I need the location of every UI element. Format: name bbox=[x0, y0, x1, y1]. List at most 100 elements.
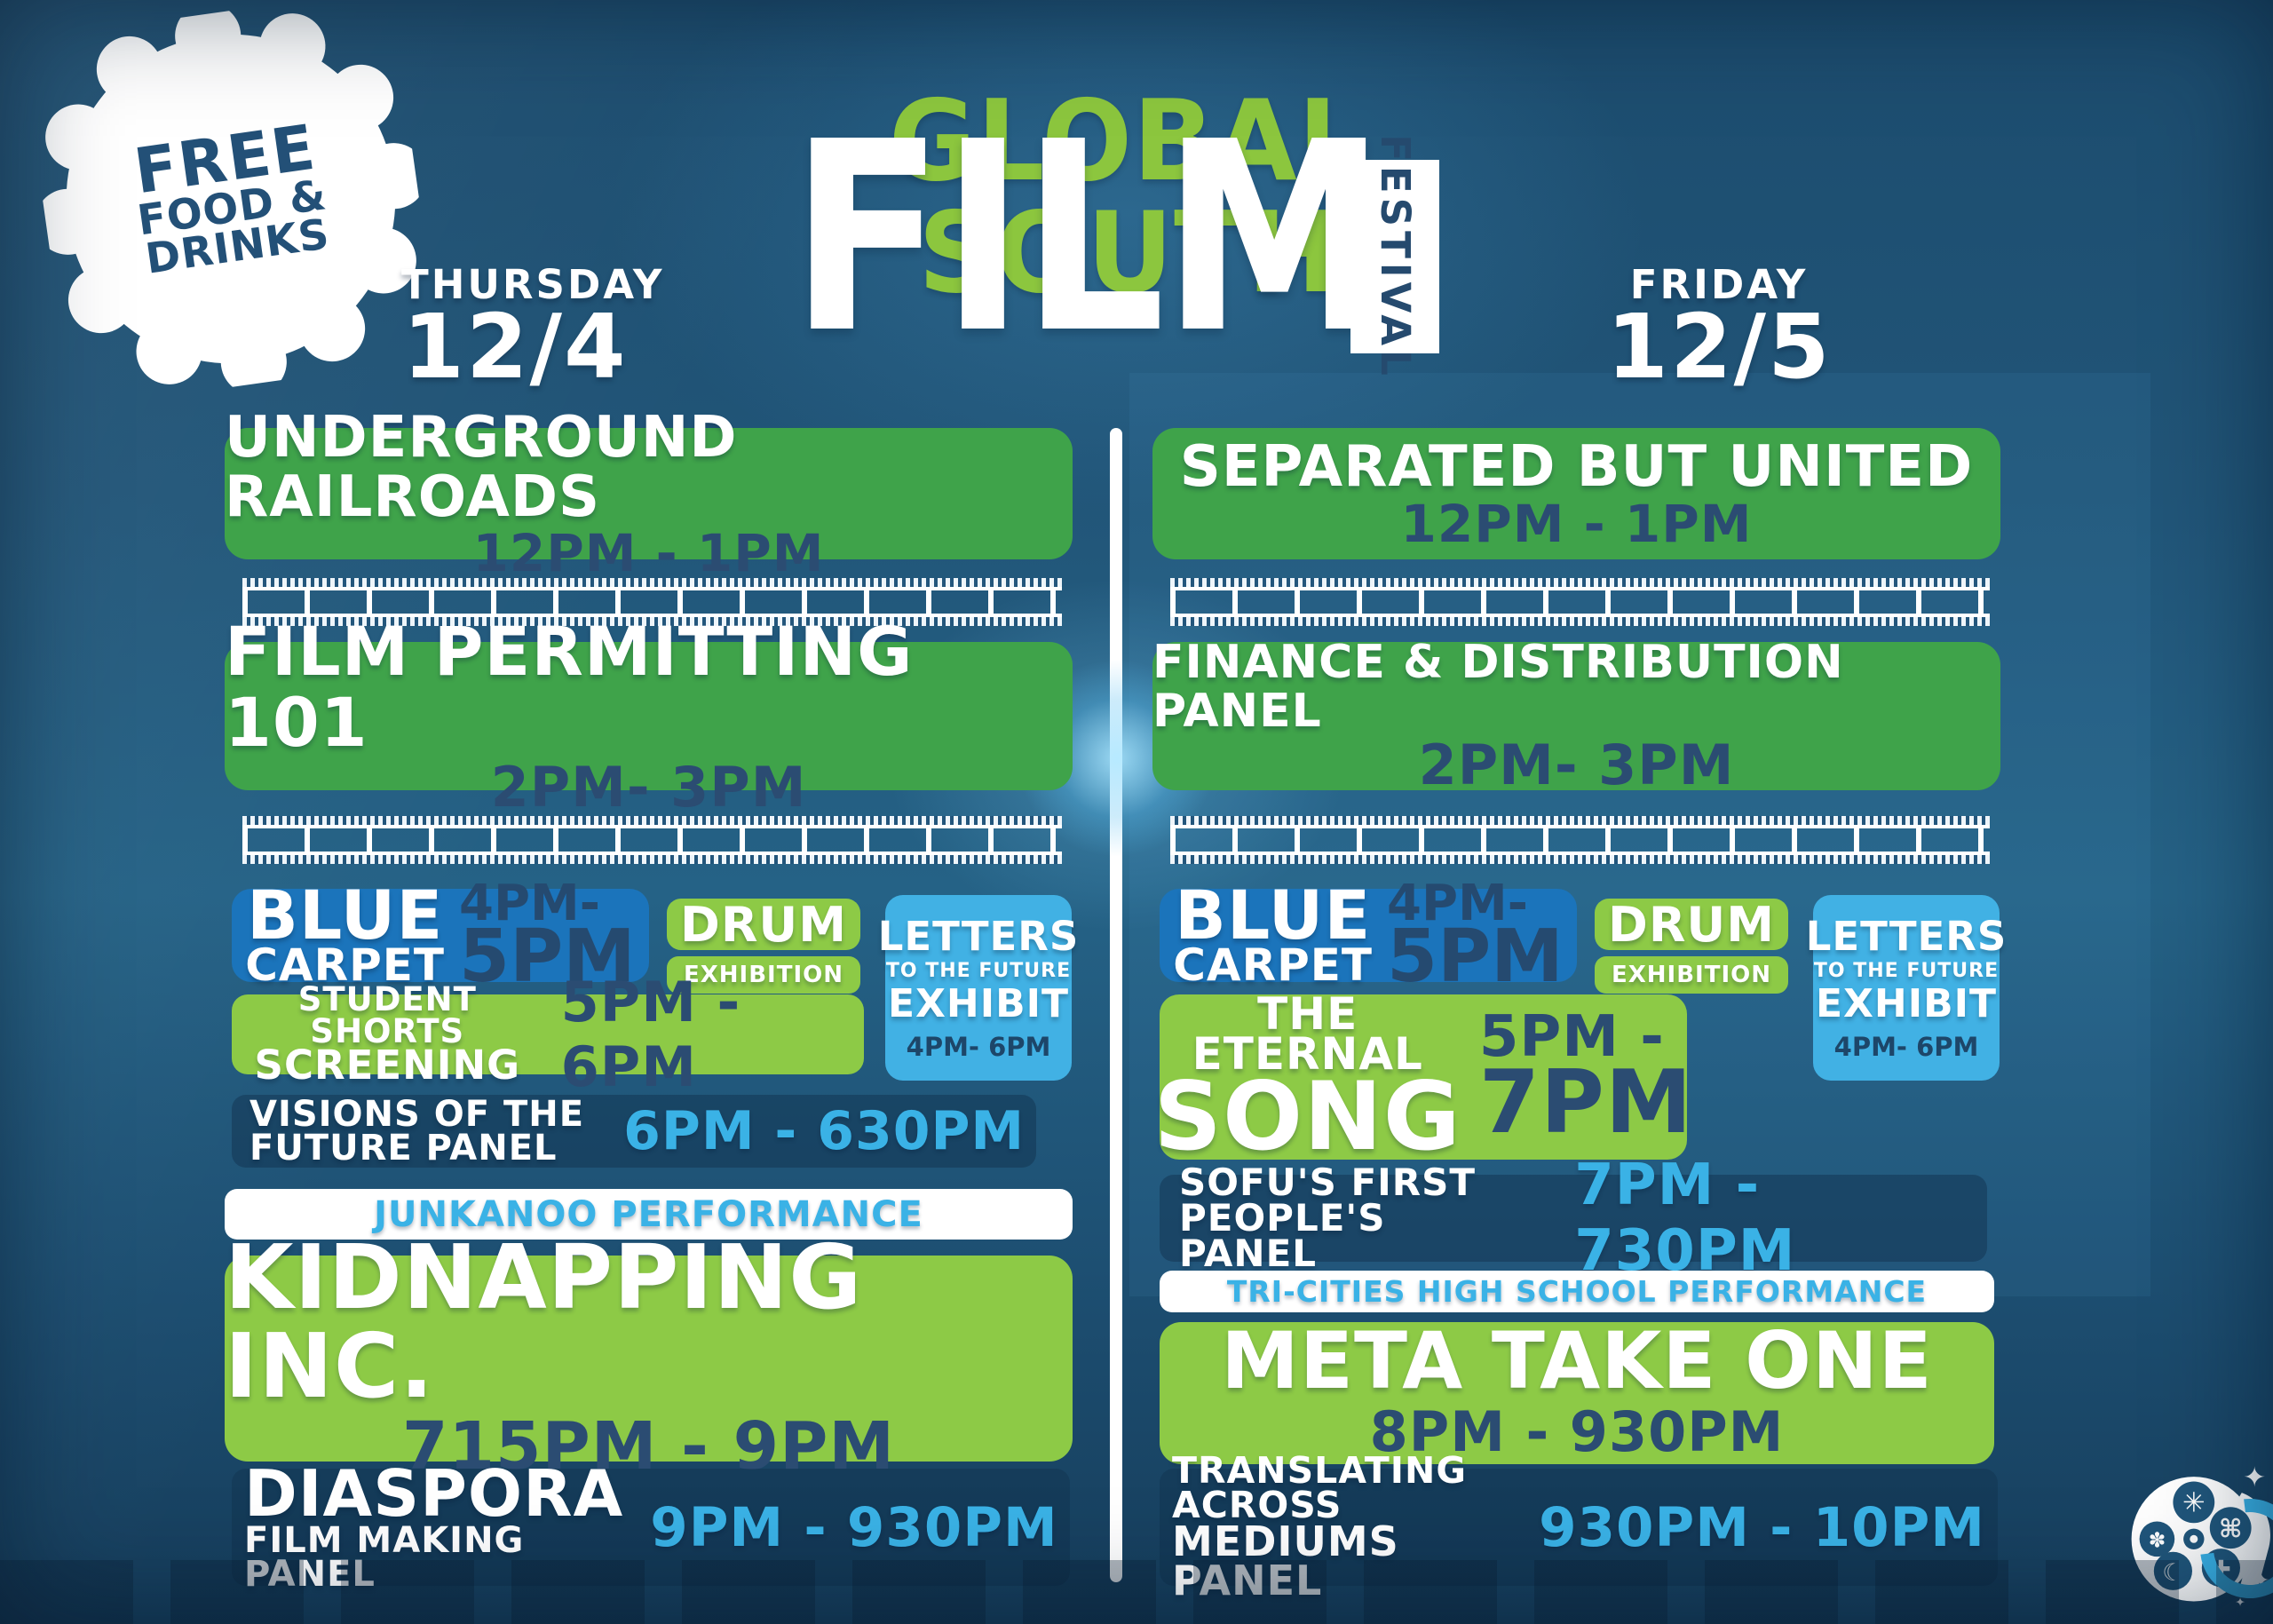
sparkle-icon: ✦ bbox=[2235, 1596, 2245, 1610]
adinkra-symbol-icon: ✽ bbox=[2149, 1527, 2166, 1552]
student-shorts-label: STUDENT SHORTS SCREENING bbox=[232, 983, 543, 1089]
blue-carpet-time2: 5PM bbox=[1387, 915, 1564, 1000]
exhibition-label: EXHIBITION bbox=[1595, 956, 1788, 994]
event-card-film-permitting: FILM PERMITTING 101 2PM- 3PM bbox=[225, 616, 1073, 816]
title-main: FILM bbox=[790, 85, 1386, 391]
closing-label: TRANSLATING ACROSS MEDIUMS PANEL bbox=[1172, 1449, 1512, 1601]
letters-exhibit-card: LETTERS TO THE FUTURE EXHIBIT 4PM- 6PM bbox=[878, 895, 1078, 1081]
student-shorts-time: 5PM - 6PM bbox=[560, 970, 741, 1099]
blue-carpet-card: BLUE CARPET 4PM- 5PM bbox=[1160, 878, 1577, 994]
column-divider bbox=[1110, 428, 1122, 1582]
film-strip bbox=[1170, 816, 1990, 864]
diaspora-panel-row: DIASPORA FILM MAKING PANEL 9PM - 930PM bbox=[232, 1462, 1070, 1592]
theater-seats-silhouette bbox=[0, 1560, 2273, 1624]
event-time: 2PM- 3PM bbox=[1418, 732, 1735, 797]
feature-card-kidnapping-inc: KIDNAPPING INC. 715PM - 9PM bbox=[225, 1233, 1073, 1483]
feature-time: 715PM - 9PM bbox=[402, 1408, 895, 1485]
festival-bar: FESTIVAL bbox=[1350, 134, 1439, 379]
film-strip bbox=[242, 578, 1062, 626]
letters-line2: TO THE FUTURE bbox=[1813, 959, 2000, 982]
feature-card-meta-take-one: META TAKE ONE 8PM - 930PM bbox=[1160, 1322, 1994, 1464]
day-date: 12/4 bbox=[402, 295, 628, 399]
adinkra-symbol-icon: ☾ bbox=[2162, 1559, 2183, 1587]
feature-time: 8PM - 930PM bbox=[1369, 1399, 1785, 1465]
day-label: THURSDAY bbox=[401, 261, 665, 308]
closing-line1: DIASPORA bbox=[244, 1455, 624, 1531]
visions-label: VISIONS OF THE FUTURE PANEL bbox=[249, 1094, 585, 1168]
letters-line2: TO THE FUTURE bbox=[885, 959, 1072, 982]
title-kicker: GLOBAL SOUTH bbox=[889, 75, 1366, 318]
student-shorts-card: STUDENT SHORTS SCREENING 5PM - 6PM bbox=[232, 970, 864, 1099]
free-food-badge: FREE FOOD & DRINKS bbox=[20, 0, 441, 409]
sparkle-icon: ✦ bbox=[2253, 1567, 2270, 1592]
letters-exhibit-card: LETTERS TO THE FUTURE EXHIBIT 4PM- 6PM bbox=[1806, 895, 2006, 1081]
adinkra-symbol-icon: ✳ bbox=[2182, 1488, 2206, 1519]
event-title: UNDERGROUND RAILROADS bbox=[225, 404, 738, 530]
closing-label: DIASPORA FILM MAKING PANEL bbox=[244, 1455, 624, 1593]
event-title: SEPARATED BUT UNITED bbox=[1179, 434, 1974, 501]
blue-carpet-word1: BLUE bbox=[246, 875, 444, 955]
sofus-time: 7PM - 730PM bbox=[1574, 1153, 1796, 1284]
blue-carpet-word1: BLUE bbox=[1174, 875, 1372, 955]
letters-line1: LETTERS bbox=[877, 912, 1080, 960]
blue-carpet-label: BLUE CARPET bbox=[245, 875, 446, 992]
letters-time: 4PM- 6PM bbox=[1833, 1031, 1979, 1062]
closing-line1: TRANSLATING ACROSS bbox=[1172, 1449, 1467, 1527]
blue-carpet-word2: CARPET bbox=[1173, 939, 1374, 992]
closing-line2: FILM MAKING PANEL bbox=[244, 1520, 525, 1592]
sofus-line1: SOFU'S FIRST bbox=[1179, 1161, 1477, 1205]
event-card-separated-but-united: SEPARATED BUT UNITED 12PM - 1PM bbox=[1152, 428, 2000, 559]
friday-column: SEPARATED BUT UNITED 12PM - 1PM FINANCE … bbox=[1152, 0, 2006, 1624]
scalloped-seal-icon bbox=[35, 3, 427, 395]
visions-line1: VISIONS OF THE bbox=[249, 1094, 585, 1135]
event-title: FILM PERMITTING 101 bbox=[225, 612, 914, 762]
visions-line2: FUTURE PANEL bbox=[249, 1128, 558, 1168]
feature-title: KIDNAPPING INC. bbox=[225, 1225, 863, 1419]
letters-line3: EXHIBIT bbox=[887, 980, 1070, 1026]
day-date: 12/5 bbox=[1606, 295, 1832, 399]
event-time: 12PM - 1PM bbox=[472, 523, 825, 584]
closing-time: 9PM - 930PM bbox=[650, 1495, 1058, 1559]
eternal-song-time: 5PM - 7PM bbox=[1478, 1009, 1693, 1153]
sofus-line2: PEOPLE'S PANEL bbox=[1179, 1196, 1386, 1275]
blue-carpet-label: BLUE CARPET bbox=[1173, 875, 1374, 992]
event-card-underground-railroads: UNDERGROUND RAILROADS 12PM - 1PM bbox=[225, 408, 1073, 579]
event-time: 2PM- 3PM bbox=[490, 754, 807, 820]
closing-line2: MEDIUMS PANEL bbox=[1172, 1517, 1399, 1601]
blue-carpet-time: 4PM- 5PM bbox=[1387, 874, 1564, 1000]
letters-line1: LETTERS bbox=[1805, 912, 2008, 960]
adinkra-symbol-icon: ⌘ bbox=[2219, 1514, 2243, 1544]
tricities-performance-bar: TRI-CITIES HIGH SCHOOL PERFORMANCE bbox=[1160, 1271, 1994, 1312]
blue-carpet-word2: CARPET bbox=[245, 939, 446, 992]
drum-exhibition-card: DRUM EXHIBITION bbox=[667, 897, 860, 994]
translating-panel-row: TRANSLATING ACROSS MEDIUMS PANEL 930PM -… bbox=[1160, 1453, 1998, 1601]
blue-carpet-card: BLUE CARPET 4PM- 5PM bbox=[232, 878, 649, 994]
feature-title: META TAKE ONE bbox=[1221, 1315, 1933, 1407]
day-thursday: THURSDAY 12/4 bbox=[401, 261, 665, 399]
closing-time: 930PM - 10PM bbox=[1539, 1495, 1985, 1559]
sofus-label: SOFU'S FIRST PEOPLE'S PANEL bbox=[1179, 1161, 1525, 1275]
event-card-finance-distribution: FINANCE & DISTRIBUTION PANEL 2PM- 3PM bbox=[1152, 638, 2000, 794]
eternal-time2: 7PM bbox=[1478, 1051, 1693, 1153]
film-strip bbox=[242, 816, 1062, 864]
eternal-song-label: THE ETERNAL SONG bbox=[1153, 988, 1461, 1172]
eternal-line1: THE ETERNAL bbox=[1192, 988, 1423, 1081]
day-friday: FRIDAY 12/5 bbox=[1605, 261, 1833, 399]
eternal-line2: SONG bbox=[1153, 1062, 1461, 1172]
adinkra-symbol-icon: ✚ bbox=[2211, 1557, 2231, 1584]
day-label: FRIDAY bbox=[1629, 261, 1809, 308]
blue-carpet-time1: 4PM- bbox=[1387, 874, 1528, 932]
thursday-column: UNDERGROUND RAILROADS 12PM - 1PM FILM PE… bbox=[225, 0, 1078, 1624]
blue-carpet-time1: 4PM- bbox=[459, 874, 600, 932]
blue-carpet-time2: 5PM bbox=[459, 915, 636, 1000]
blue-carpet-time: 4PM- 5PM bbox=[459, 874, 636, 1000]
visions-panel-card: VISIONS OF THE FUTURE PANEL 6PM - 630PM bbox=[232, 1095, 1036, 1168]
student-line2: SCREENING bbox=[254, 1041, 521, 1089]
exhibition-label: EXHIBITION bbox=[667, 956, 860, 994]
junkanoo-performance-bar: JUNKANOO PERFORMANCE bbox=[225, 1189, 1073, 1240]
sofus-panel-card: SOFU'S FIRST PEOPLE'S PANEL 7PM - 730PM bbox=[1160, 1153, 1987, 1284]
drum-exhibition-card: DRUM EXHIBITION bbox=[1595, 897, 1788, 994]
film-reel-icon: ✳ ✽ ⌘ ☾ ✚ ✦ ✦ ✦ bbox=[2120, 1462, 2273, 1621]
letters-line3: EXHIBIT bbox=[1815, 980, 1998, 1026]
